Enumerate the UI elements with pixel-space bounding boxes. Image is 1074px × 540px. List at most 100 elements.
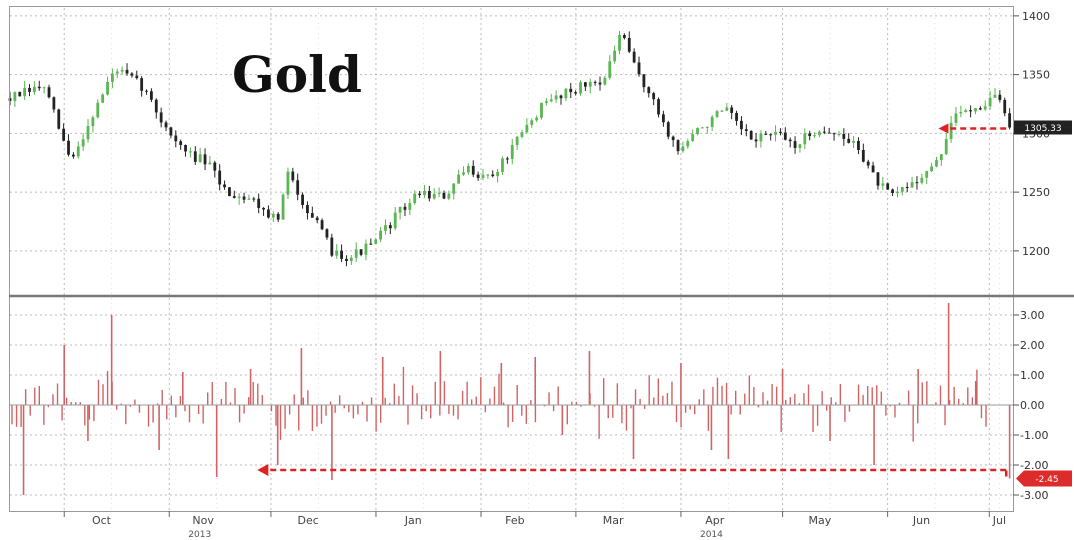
price-candle-body xyxy=(769,134,773,136)
price-candle-body xyxy=(696,127,699,135)
price-candle-body xyxy=(208,162,212,165)
price-candle-body xyxy=(42,87,46,89)
price-candle-body xyxy=(403,206,407,210)
price-candle-body xyxy=(184,144,187,152)
price-candle-body xyxy=(842,133,846,139)
price-candle-body xyxy=(857,140,860,150)
price-candle-body xyxy=(189,151,192,153)
price-candle-body xyxy=(891,189,894,194)
price-candle-body xyxy=(174,135,178,142)
price-candle-body xyxy=(203,154,207,165)
price-candle-body xyxy=(271,213,275,218)
y-tick-label: -1.00 xyxy=(1020,429,1048,442)
y-tick-label: 3.00 xyxy=(1020,309,1045,322)
price-candle-body xyxy=(413,193,417,204)
price-candle-body xyxy=(252,198,256,200)
price-candle-body xyxy=(832,133,836,135)
price-candle-body xyxy=(81,139,85,147)
price-candle-body xyxy=(398,206,402,213)
x-tick-label: Jul xyxy=(992,514,1006,527)
price-candle-body xyxy=(925,171,929,178)
price-candle-body xyxy=(164,122,168,128)
price-candle-body xyxy=(310,213,314,218)
x-tick-label: Apr xyxy=(705,514,725,527)
y-tick-label: 1350 xyxy=(1022,69,1050,82)
price-candle-body xyxy=(730,107,734,113)
price-candle-body xyxy=(525,124,529,133)
price-candle-body xyxy=(505,158,509,160)
price-candle-body xyxy=(930,166,933,172)
price-candle-body xyxy=(701,127,704,129)
price-candle-body xyxy=(813,135,816,137)
price-candle-body xyxy=(764,133,768,135)
price-candle-body xyxy=(886,183,890,190)
price-candle-body xyxy=(247,198,251,200)
price-candle-body xyxy=(120,69,124,72)
x-tick-label: Nov xyxy=(192,514,214,527)
y-tick-label: 1.00 xyxy=(1020,369,1045,382)
change-panel xyxy=(10,303,1013,495)
price-candle-body xyxy=(452,183,456,194)
price-candle-body xyxy=(637,62,641,75)
price-candle-body xyxy=(447,193,451,199)
price-candle-body xyxy=(618,34,621,51)
price-candle-body xyxy=(330,237,334,256)
price-candle-body xyxy=(349,257,353,262)
x-tick-label: Mar xyxy=(603,514,624,527)
price-candle-body xyxy=(71,154,75,157)
price-candle-body xyxy=(915,182,919,184)
price-candle-body xyxy=(988,97,992,107)
price-candle-body xyxy=(549,99,553,102)
price-candle-body xyxy=(754,139,758,142)
price-candle-body xyxy=(281,194,285,220)
price-candle-body xyxy=(705,127,709,129)
x-tick-label: Feb xyxy=(505,514,524,527)
price-candle-body xyxy=(335,250,339,256)
price-candle-body xyxy=(96,102,100,118)
change-arrow-head xyxy=(257,464,269,476)
price-candle-body xyxy=(408,203,412,210)
price-candle-body xyxy=(427,190,431,199)
price-candle-body xyxy=(52,97,56,110)
price-candle-body xyxy=(62,128,66,141)
price-candle-body xyxy=(686,141,690,147)
price-candle-body xyxy=(642,74,646,88)
price-candle-body xyxy=(159,112,163,123)
price-candle-body xyxy=(257,198,261,208)
price-candle-body xyxy=(608,61,612,78)
price-candle-body xyxy=(101,94,105,103)
price-candle-body xyxy=(613,50,617,62)
price-candle-body xyxy=(340,250,343,259)
annotations: 1305.33 -2.45 xyxy=(257,120,1072,487)
price-candle-body xyxy=(574,92,578,94)
price-candle-body xyxy=(852,140,855,143)
price-candle-body xyxy=(345,258,348,262)
price-candle-body xyxy=(491,174,495,177)
price-candle-body xyxy=(457,174,461,184)
x-tick-label: Jun xyxy=(912,514,930,527)
price-candle-body xyxy=(193,151,197,162)
price-candle-body xyxy=(652,93,656,100)
price-candle-body xyxy=(544,101,548,103)
price-candle-body xyxy=(466,165,470,173)
price-candle-body xyxy=(462,172,465,175)
price-candle-body xyxy=(32,86,36,92)
price-candle-body xyxy=(583,82,587,87)
price-candle-body xyxy=(964,110,968,112)
price-candle-body xyxy=(198,154,202,162)
price-candle-body xyxy=(876,172,880,186)
price-candle-body xyxy=(622,34,626,38)
price-candle-body xyxy=(681,146,685,152)
price-candle-body xyxy=(540,102,543,118)
price-candle-body xyxy=(564,88,568,99)
price-last-value-label: 1305.33 xyxy=(1024,124,1061,134)
y-tick-label: -2.00 xyxy=(1020,459,1048,472)
y-tick-label: 0.00 xyxy=(1020,399,1045,412)
price-candle-body xyxy=(306,204,309,214)
price-candle-body xyxy=(749,131,753,140)
price-candle-body xyxy=(710,116,714,128)
price-candle-body xyxy=(218,170,222,185)
price-candle-body xyxy=(379,230,382,240)
